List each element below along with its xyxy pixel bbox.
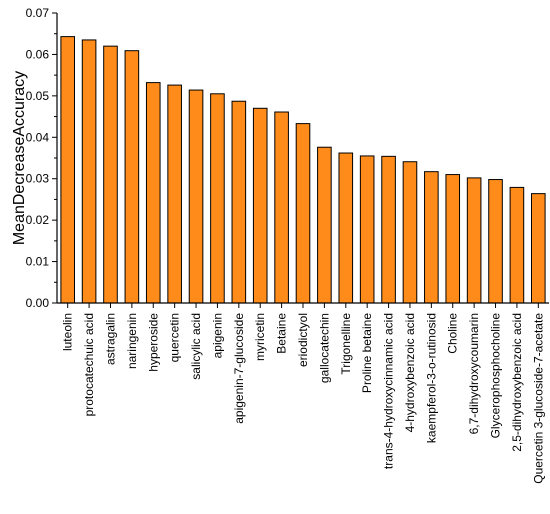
- x-tick-label: apigenin: [210, 313, 224, 358]
- x-tick-label: protocatechuic acid: [82, 313, 96, 416]
- y-tick-label: 0.06: [26, 47, 50, 61]
- bar-1: [60, 36, 76, 304]
- y-tick-label: 0.00: [26, 296, 50, 310]
- bar-6: [167, 84, 182, 304]
- x-tick-label: myricetin: [253, 313, 267, 361]
- bar-22: [509, 186, 525, 304]
- x-tick-label: quercetin: [168, 313, 182, 362]
- x-tick-label: salicylic acid: [189, 313, 203, 380]
- y-tick-label: 0.02: [26, 213, 50, 227]
- x-tick-label: trans-4-hydroxycinnamic acid: [382, 313, 396, 469]
- bar-15: [359, 155, 375, 304]
- bar-11: [274, 111, 289, 304]
- x-tick-label: Betaine: [275, 313, 289, 354]
- x-tick-label: gallocatechin: [317, 313, 331, 383]
- y-tick-label: 0.03: [26, 172, 50, 186]
- bar-7: [188, 89, 204, 304]
- bar-12: [295, 123, 311, 304]
- bars: [60, 36, 546, 304]
- x-tick-label: luteolin: [61, 313, 75, 351]
- x-tick-label: 4-hydroxybenzoic acid: [403, 313, 417, 432]
- x-tick-label: Trigonelline: [339, 313, 353, 375]
- x-tick-label: hyperoside: [146, 313, 160, 372]
- x-tick-label: eriodictyol: [296, 313, 310, 367]
- bar-16: [381, 155, 396, 304]
- bar-4: [124, 50, 140, 304]
- x-tick-label: 6,7-dihydroxycoumarin: [467, 313, 481, 434]
- x-tick-label: astragalin: [103, 313, 117, 365]
- x-tick-label: naringenin: [125, 313, 139, 369]
- bar-9: [231, 100, 247, 304]
- bar-2: [81, 39, 97, 304]
- x-tick-label: Proline betaine: [360, 313, 374, 393]
- x-tick-label: Quercetin 3-glucoside-7-acetate: [531, 313, 545, 484]
- x-tick-label: kaempferol-3-o-rutinosid: [424, 313, 438, 443]
- bar-21: [488, 179, 503, 304]
- bar-14: [338, 152, 354, 304]
- bar-5: [145, 82, 161, 304]
- axes: [52, 12, 549, 308]
- bar-8: [210, 93, 225, 304]
- bar-19: [445, 174, 461, 304]
- y-tick-label: 0.05: [26, 89, 50, 103]
- x-tick-label: Choline: [446, 313, 460, 354]
- y-tick-label: 0.01: [26, 255, 50, 269]
- bar-20: [466, 177, 482, 304]
- x-tick-label: apigenin-7-glucoside: [232, 313, 246, 424]
- y-axis-label: MeanDecreaseAccuracy: [11, 71, 28, 245]
- x-tick-label: Glycerophosphocholine: [489, 313, 503, 439]
- bar-10: [252, 107, 268, 304]
- x-tick-label: 2,5-dihydroxybenzoic acid: [510, 313, 524, 452]
- y-tick-labels: 0.00 0.01 0.02 0.03 0.04 0.05 0.06 0.07: [26, 6, 50, 310]
- x-tick-labels: luteolin protocatechuic acid astragalin nar…: [61, 313, 546, 484]
- bar-3: [103, 45, 118, 304]
- bar-13: [317, 146, 332, 304]
- bar-18: [424, 171, 439, 304]
- bar-23: [531, 193, 546, 304]
- y-tick-label: 0.07: [26, 6, 50, 20]
- bar-17: [402, 161, 418, 304]
- y-tick-label: 0.04: [26, 130, 50, 144]
